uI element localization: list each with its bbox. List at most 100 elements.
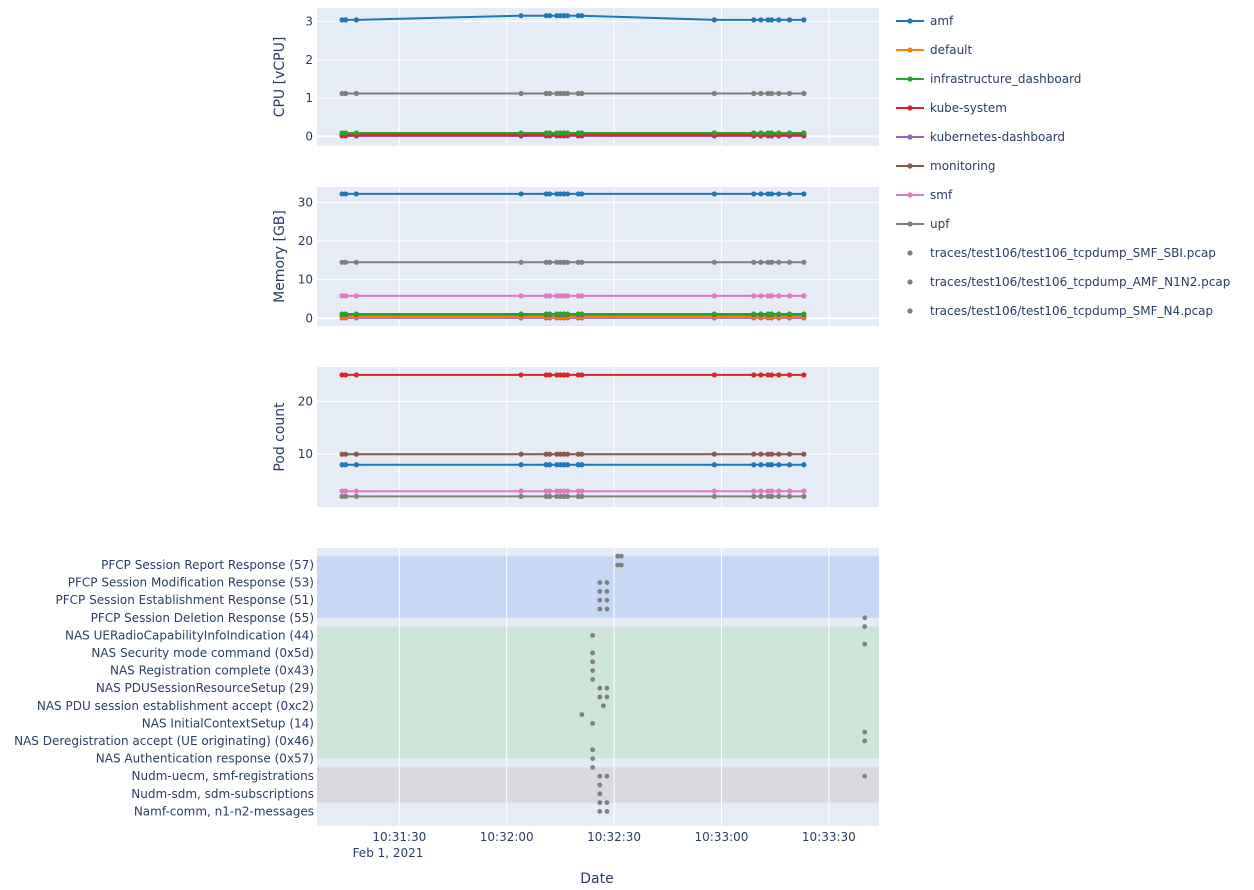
event-point[interactable] bbox=[604, 597, 610, 603]
series-upf-point[interactable] bbox=[786, 259, 793, 265]
series-infrastructure_dashboard-point[interactable] bbox=[518, 130, 524, 136]
series-upf-point[interactable] bbox=[518, 493, 524, 500]
series-upf-point[interactable] bbox=[564, 259, 571, 265]
series-upf-point[interactable] bbox=[554, 90, 560, 97]
series-amf-point[interactable] bbox=[801, 17, 807, 23]
series-kube-system-point[interactable] bbox=[751, 372, 757, 378]
series-upf-point[interactable] bbox=[343, 90, 349, 97]
series-upf-point[interactable] bbox=[776, 493, 782, 500]
series-smf-point[interactable] bbox=[557, 488, 564, 494]
legend-item-infrastructure_dashboard[interactable]: infrastructure_dashboard bbox=[896, 72, 1081, 86]
series-smf-point[interactable] bbox=[758, 488, 764, 494]
series-upf-point[interactable] bbox=[711, 90, 717, 97]
series-smf-point[interactable] bbox=[776, 488, 782, 494]
series-amf-point[interactable] bbox=[543, 191, 549, 197]
series-upf-point[interactable] bbox=[801, 90, 807, 97]
series-amf-point[interactable] bbox=[543, 13, 549, 19]
series-infrastructure_dashboard-point[interactable] bbox=[575, 130, 581, 136]
series-smf-point[interactable] bbox=[575, 488, 581, 494]
series-amf-point[interactable] bbox=[575, 462, 581, 468]
series-upf-point[interactable] bbox=[554, 259, 560, 265]
series-infrastructure_dashboard-point[interactable] bbox=[353, 130, 359, 136]
series-infrastructure_dashboard-point[interactable] bbox=[518, 311, 524, 317]
series-kube-system-point[interactable] bbox=[765, 372, 771, 378]
event-point[interactable] bbox=[618, 562, 624, 568]
event-point[interactable] bbox=[590, 668, 596, 673]
series-smf-point[interactable] bbox=[543, 293, 549, 299]
series-amf-point[interactable] bbox=[575, 191, 581, 197]
series-amf-point[interactable] bbox=[353, 462, 359, 468]
series-amf-point[interactable] bbox=[557, 462, 564, 468]
series-amf-point[interactable] bbox=[776, 191, 782, 197]
series-upf-point[interactable] bbox=[543, 493, 549, 500]
event-point[interactable] bbox=[600, 703, 606, 709]
series-infrastructure_dashboard-point[interactable] bbox=[561, 130, 567, 136]
series-infrastructure_dashboard-point[interactable] bbox=[765, 311, 771, 317]
event-point[interactable] bbox=[862, 729, 868, 735]
series-pods-monitoring[interactable] bbox=[339, 451, 807, 457]
series-smf-point[interactable] bbox=[339, 488, 345, 494]
series-monitoring-point[interactable] bbox=[518, 451, 524, 457]
series-infrastructure_dashboard-point[interactable] bbox=[554, 311, 560, 317]
series-upf-point[interactable] bbox=[711, 259, 717, 265]
series-amf-point[interactable] bbox=[801, 462, 807, 468]
series-infrastructure_dashboard-point[interactable] bbox=[564, 311, 571, 317]
event-point[interactable] bbox=[604, 589, 610, 594]
series-upf-point[interactable] bbox=[579, 493, 585, 500]
series-upf-point[interactable] bbox=[776, 90, 782, 97]
series-smf-point[interactable] bbox=[711, 293, 717, 299]
series-amf-point[interactable] bbox=[518, 462, 524, 468]
series-amf-point[interactable] bbox=[765, 462, 771, 468]
series-smf-point[interactable] bbox=[758, 293, 764, 299]
series-amf-point[interactable] bbox=[765, 17, 771, 23]
event-point[interactable] bbox=[590, 765, 596, 770]
series-amf-point[interactable] bbox=[564, 462, 571, 468]
event-point[interactable] bbox=[590, 721, 596, 726]
event-point[interactable] bbox=[597, 791, 603, 797]
series-amf-point[interactable] bbox=[557, 13, 564, 19]
event-point[interactable] bbox=[597, 809, 603, 814]
series-memory-upf[interactable] bbox=[339, 259, 807, 265]
legend-item-trace-10[interactable]: traces/test106/test106_tcpdump_SMF_N4.pc… bbox=[907, 304, 1213, 318]
series-amf-point[interactable] bbox=[557, 191, 564, 197]
series-infrastructure_dashboard-point[interactable] bbox=[543, 130, 549, 136]
series-upf-point[interactable] bbox=[557, 90, 564, 97]
series-upf-point[interactable] bbox=[751, 493, 757, 500]
series-infrastructure_dashboard-point[interactable] bbox=[765, 130, 771, 136]
series-smf-point[interactable] bbox=[801, 488, 807, 494]
event-point[interactable] bbox=[597, 580, 603, 585]
series-upf-point[interactable] bbox=[557, 259, 564, 265]
series-amf-point[interactable] bbox=[758, 191, 764, 197]
series-upf-point[interactable] bbox=[547, 90, 553, 97]
series-amf-point[interactable] bbox=[339, 462, 345, 468]
series-upf-point[interactable] bbox=[751, 259, 757, 265]
series-smf-point[interactable] bbox=[765, 488, 771, 494]
event-point[interactable] bbox=[615, 553, 621, 559]
series-monitoring-point[interactable] bbox=[769, 451, 775, 457]
series-amf-point[interactable] bbox=[518, 13, 524, 19]
series-kube-system-point[interactable] bbox=[518, 372, 524, 378]
series-infrastructure_dashboard-point[interactable] bbox=[769, 311, 775, 317]
series-infrastructure_dashboard-point[interactable] bbox=[776, 311, 782, 317]
legend-item-upf[interactable]: upf bbox=[896, 217, 950, 231]
series-amf-point[interactable] bbox=[786, 191, 793, 197]
event-point[interactable] bbox=[590, 756, 596, 761]
series-monitoring-point[interactable] bbox=[353, 451, 359, 457]
series-upf-point[interactable] bbox=[561, 259, 567, 265]
event-point[interactable] bbox=[604, 773, 610, 779]
series-smf-point[interactable] bbox=[554, 488, 560, 494]
series-monitoring-point[interactable] bbox=[547, 451, 553, 457]
series-amf-point[interactable] bbox=[564, 191, 571, 197]
series-smf-point[interactable] bbox=[765, 293, 771, 299]
event-point[interactable] bbox=[590, 659, 596, 665]
series-upf-point[interactable] bbox=[339, 493, 345, 500]
series-kube-system-point[interactable] bbox=[711, 372, 717, 378]
series-smf-point[interactable] bbox=[564, 293, 571, 299]
series-infrastructure_dashboard-point[interactable] bbox=[751, 130, 757, 136]
series-monitoring-point[interactable] bbox=[801, 451, 807, 457]
series-monitoring-point[interactable] bbox=[765, 451, 771, 457]
series-monitoring-point[interactable] bbox=[564, 451, 571, 457]
series-amf-point[interactable] bbox=[765, 191, 771, 197]
series-upf-point[interactable] bbox=[564, 493, 571, 500]
event-point[interactable] bbox=[862, 738, 868, 744]
